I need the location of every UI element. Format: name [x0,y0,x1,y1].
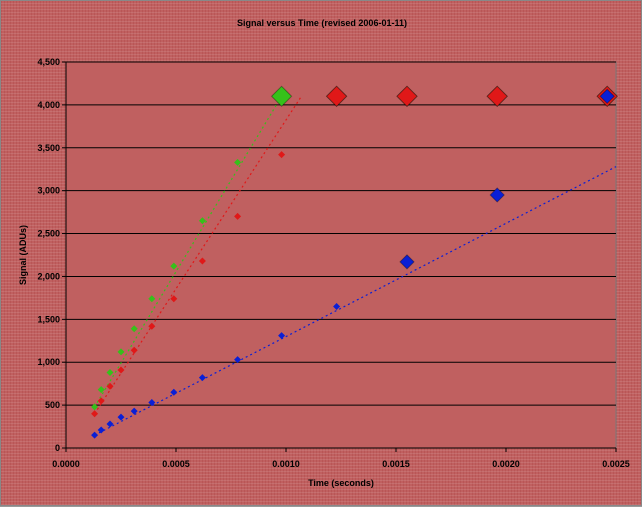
plot-area [65,61,617,449]
point-series-3-8 [198,217,206,225]
point-series-2-5 [130,346,138,354]
y-tick-label: 1,500 [37,314,60,324]
point-series-1-6 [148,399,156,407]
x-tick-label: 0.0020 [492,459,520,469]
data-points [91,85,618,439]
x-tick-label: 0.0015 [382,459,410,469]
point-series-3-4 [117,348,125,356]
point-series-1-9 [234,356,242,364]
y-tick-label: 0 [55,443,60,453]
tick-labels: 0 500 1,000 1,500 2,000 2,500 3,000 3,500 4,000 4… [37,57,629,469]
point-series-3-9 [234,158,242,166]
point-series-1-8 [198,374,206,382]
point-series-1-4 [117,413,125,421]
point-series-3-5 [130,325,138,333]
point-series-2-6 [148,322,156,330]
point-series-3-7 [170,262,178,270]
point-series-2-1 [91,410,99,418]
point-series-1-14 [599,88,615,105]
x-tick-label: 0.0005 [162,459,190,469]
point-series-1-11 [333,302,341,310]
point-series-2-13 [486,85,508,108]
x-axis-title: Time (seconds) [308,478,374,488]
point-series-2-2 [97,397,105,405]
point-series-2-3 [106,382,114,390]
y-tick-label: 4,500 [37,57,60,67]
point-series-3-1 [91,403,99,411]
point-series-1-10 [278,332,286,340]
point-series-2-11 [325,85,348,108]
y-tick-label: 500 [45,400,60,410]
y-tick-label: 1,000 [37,357,60,367]
point-series-2-9 [234,212,242,220]
point-series-2-12 [396,85,418,108]
point-series-3-10 [270,85,293,108]
point-series-1-1 [91,431,99,439]
y-tick-label: 3,000 [37,186,60,196]
point-series-1-5 [130,407,138,415]
point-series-2-8 [198,257,206,265]
axes [62,61,617,452]
point-series-2-4 [117,366,125,374]
point-series-1-7 [170,388,178,396]
chart-title: Signal versus Time (revised 2006-01-11) [237,18,407,28]
y-axis-title: Signal (ADUs) [18,225,28,285]
trendline-series-3 [94,96,283,408]
point-series-1-2 [97,426,105,434]
x-tick-label: 0.0000 [52,459,80,469]
y-tick-label: 2,000 [37,271,60,281]
point-series-3-3 [106,369,114,377]
point-series-1-13 [489,187,505,203]
point-series-2-10 [278,151,286,159]
point-series-2-7 [170,295,178,303]
point-series-3-2 [97,386,105,394]
point-series-1-12 [399,254,415,270]
x-tick-label: 0.0025 [602,459,630,469]
y-tick-label: 3,500 [37,143,60,153]
y-tick-label: 4,000 [37,100,60,110]
point-series-1-3 [106,420,114,428]
y-tick-label: 2,500 [37,229,60,239]
x-tick-label: 0.0010 [272,459,300,469]
point-series-3-6 [148,295,156,303]
trendlines [94,95,617,436]
gridlines [66,61,616,406]
trendline-series-2 [94,95,302,415]
